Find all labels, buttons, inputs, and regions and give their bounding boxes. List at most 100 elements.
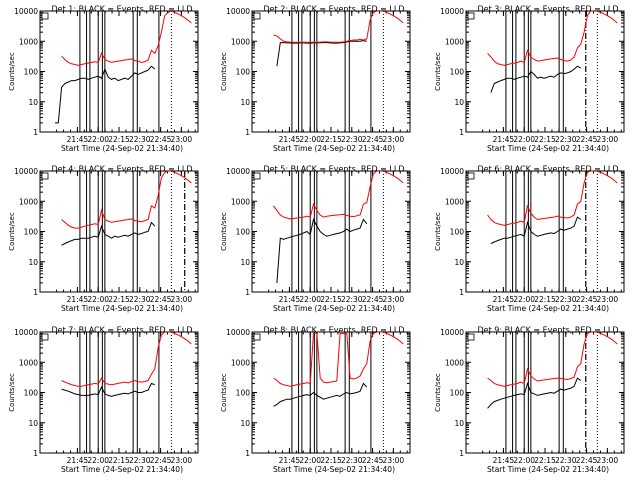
x-tick-label: 22:30 [555,135,577,144]
series-line-events [490,65,582,93]
y-tick-label: 10 [240,419,250,428]
plot-frame [251,10,411,133]
x-tick-label: 23:00 [597,135,619,144]
x-tick-label: 21:45 [279,456,301,465]
y-axis-label: Counts/sec [8,212,16,251]
y-tick-label: 1000 [231,358,250,367]
x-tick-label: 21:45 [67,456,89,465]
series-group [61,171,192,246]
event-lines [291,11,384,132]
detector-panel-1: 1 10 100 1000 10000 21:45 22:00 22:15 22:30 22:45… [8,5,199,153]
y-tick-label: 10000 [440,7,464,16]
detector-panel-2: 1 10 100 1000 10000 21:45 22:00 22:15 22:30 22:45… [220,5,411,153]
x-axis-label: Start Time (24-Sep-02 21:34:40) [61,144,183,153]
y-tick-label: 10 [454,258,464,267]
x-tick-label: 21:45 [493,295,515,304]
x-tick-label: 22:45 [150,456,172,465]
x-tick-label: 22:45 [362,135,384,144]
series-group [55,11,192,124]
y-tick-label: 1000 [445,197,464,206]
y-tick-label: 10000 [440,328,464,337]
y-tick-label: 10000 [14,7,38,16]
y-tick-label: 100 [450,389,465,398]
panel-title: Det 5: BLACK = Events, RED = LLD [264,165,405,174]
x-tick-label: 22:45 [150,135,172,144]
y-tick-label: 1000 [19,358,38,367]
panel-title: Det 3: BLACK = Events, RED = LLD [478,5,619,14]
y-tick-label: 10 [28,98,38,107]
x-tick-label: 22:15 [320,295,342,304]
event-lines [291,332,384,453]
y-tick-label: 100 [24,389,39,398]
y-tick-label: 100 [236,68,251,77]
series-line-lld [273,332,404,387]
y-axis-label: Counts/sec [8,52,16,91]
x-tick-label: 22:00 [513,135,535,144]
x-tick-label: 21:45 [493,135,515,144]
y-tick-label: 1 [459,288,464,297]
x-tick-label: 22:30 [341,456,363,465]
y-tick-label: 10 [28,419,38,428]
y-axis-label: Counts/sec [434,373,442,412]
series-group [487,11,618,93]
panel-title: Det 8: BLACK = Events, RED = LLD [264,326,405,335]
x-tick-label: 22:45 [576,295,598,304]
x-axis-label: Start Time (24-Sep-02 21:34:40) [487,465,609,474]
x-tick-label: 22:00 [299,456,321,465]
y-tick-label: 1 [245,128,250,137]
series-group [273,171,404,283]
legend-marker [253,172,261,180]
y-tick-label: 1 [33,288,38,297]
x-tick-label: 22:45 [362,295,384,304]
series-line-lld [487,171,618,226]
series-line-events [61,221,156,246]
plot-frame [39,10,199,133]
series-line-events [55,65,156,124]
plot-frame [465,170,625,293]
y-tick-label: 10000 [440,167,464,176]
x-tick-label: 22:30 [555,295,577,304]
legend-marker [467,12,475,20]
y-tick-label: 10 [454,419,464,428]
x-axis-label: Start Time (24-Sep-02 21:34:40) [61,465,183,474]
x-tick-label: 23:00 [171,135,193,144]
panel-title: Det 7: BLACK = Events, RED = LLD [52,326,193,335]
y-tick-label: 10000 [226,167,250,176]
x-tick-label: 22:15 [108,456,130,465]
x-tick-label: 22:30 [129,135,151,144]
x-tick-label: 22:00 [513,295,535,304]
x-tick-label: 22:30 [129,295,151,304]
series-line-events [276,40,367,67]
y-tick-label: 10 [454,98,464,107]
x-tick-label: 23:00 [597,456,619,465]
x-tick-label: 22:15 [320,456,342,465]
series-line-lld [487,332,618,387]
x-axis-label: Start Time (24-Sep-02 21:34:40) [273,304,395,313]
panel-title: Det 6: BLACK = Events, RED = LLD [478,165,619,174]
panel-title: Det 4: BLACK = Events, RED = LLD [52,165,193,174]
series-line-lld [61,332,192,387]
plot-frame [465,10,625,133]
panel-title: Det 9: BLACK = Events, RED = LLD [478,326,619,335]
y-tick-label: 1 [33,449,38,458]
plot-frame [39,331,199,454]
series-group [487,332,618,409]
y-tick-label: 10 [240,258,250,267]
y-tick-label: 1 [245,288,250,297]
x-tick-label: 22:30 [341,295,363,304]
legend-marker [467,172,475,180]
x-axis-label: Start Time (24-Sep-02 21:34:40) [487,304,609,313]
y-tick-label: 1 [33,128,38,137]
legend-marker [253,333,261,341]
series-line-events [490,216,582,244]
x-tick-label: 22:15 [108,295,130,304]
x-tick-label: 22:00 [87,456,109,465]
x-tick-label: 22:30 [555,456,577,465]
y-tick-label: 100 [236,228,251,237]
x-tick-label: 22:45 [576,135,598,144]
series-line-events [61,382,155,397]
y-tick-label: 100 [450,228,465,237]
y-axis-label: Counts/sec [434,212,442,251]
x-tick-label: 22:00 [299,295,321,304]
